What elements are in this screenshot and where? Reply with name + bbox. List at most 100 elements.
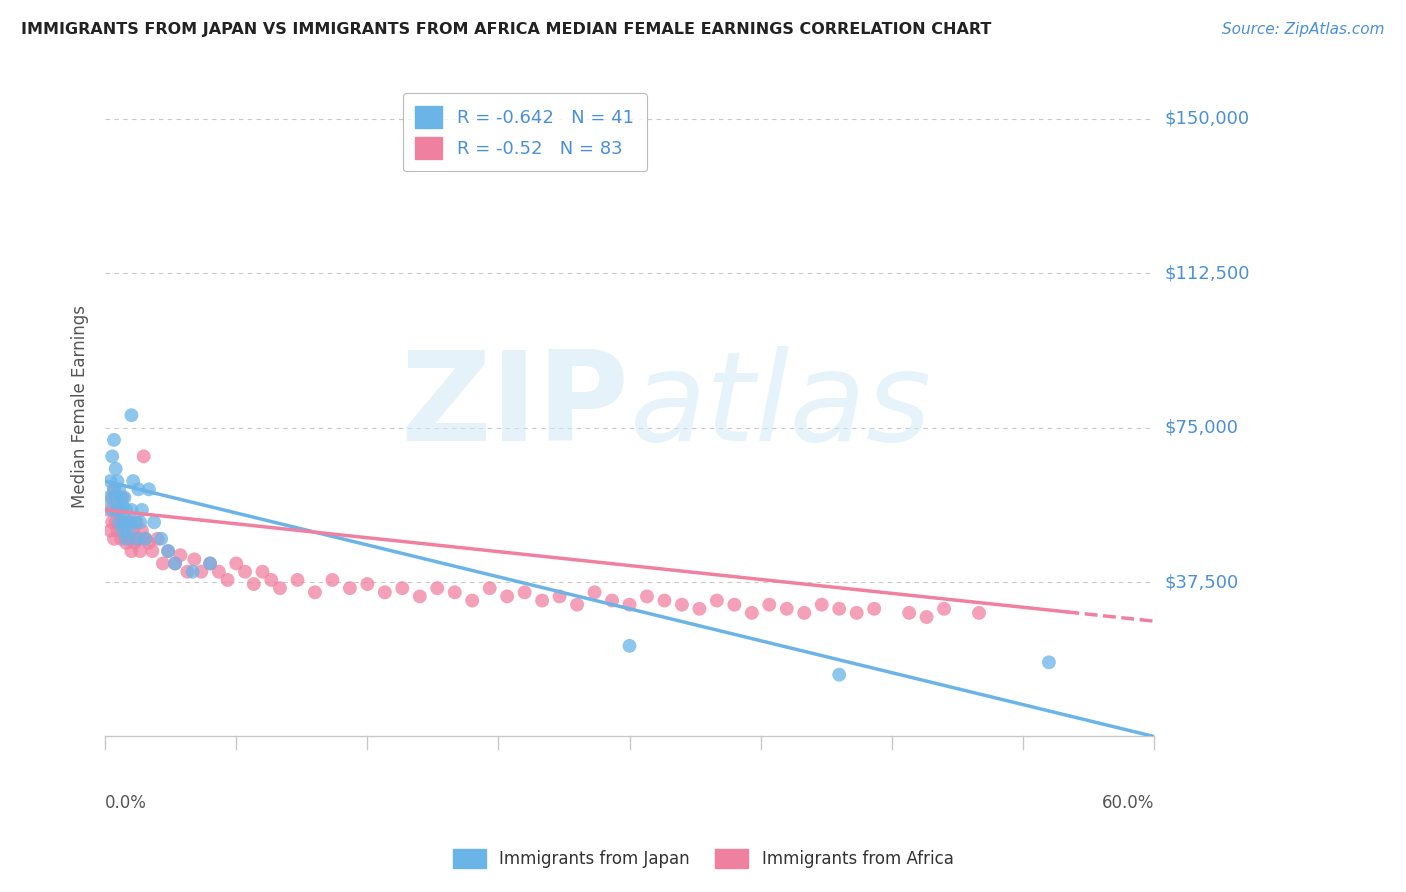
Point: [120, 503, 142, 517]
Text: $112,500: $112,500: [1166, 264, 1250, 282]
Point: [706, 593, 728, 607]
Point: [845, 606, 868, 620]
Point: [97, 503, 120, 517]
Point: [391, 581, 413, 595]
Point: [723, 598, 745, 612]
Point: [104, 491, 127, 505]
Point: [810, 598, 832, 612]
Point: [129, 544, 152, 558]
Point: [198, 557, 221, 571]
Point: [793, 606, 815, 620]
Point: [217, 573, 239, 587]
Point: [101, 491, 124, 505]
Point: [169, 548, 191, 562]
Legend: Immigrants from Japan, Immigrants from Africa: Immigrants from Japan, Immigrants from A…: [446, 843, 960, 875]
Point: [636, 590, 658, 604]
Point: [131, 503, 153, 517]
Point: [157, 544, 180, 558]
Point: [100, 474, 122, 488]
Point: [304, 585, 326, 599]
Legend: R = -0.642   N = 41, R = -0.52   N = 83: R = -0.642 N = 41, R = -0.52 N = 83: [402, 93, 647, 171]
Point: [103, 532, 125, 546]
Point: [233, 565, 256, 579]
Point: [531, 593, 554, 607]
Point: [103, 483, 125, 497]
Point: [101, 516, 124, 530]
Point: [496, 590, 519, 604]
Point: [157, 544, 180, 558]
Point: [152, 557, 174, 571]
Point: [426, 581, 449, 595]
Point: [260, 573, 283, 587]
Point: [915, 610, 938, 624]
Point: [103, 433, 125, 447]
Point: [513, 585, 536, 599]
Point: [671, 598, 693, 612]
Point: [117, 516, 139, 530]
Point: [141, 544, 163, 558]
Text: 60.0%: 60.0%: [1101, 794, 1154, 812]
Point: [118, 516, 141, 530]
Point: [374, 585, 396, 599]
Text: IMMIGRANTS FROM JAPAN VS IMMIGRANTS FROM AFRICA MEDIAN FEMALE EARNINGS CORRELATI: IMMIGRANTS FROM JAPAN VS IMMIGRANTS FROM…: [21, 22, 991, 37]
Point: [120, 408, 142, 422]
Point: [208, 565, 231, 579]
Point: [165, 557, 187, 571]
Point: [125, 532, 148, 546]
Point: [146, 532, 169, 546]
Point: [110, 532, 132, 546]
Point: [101, 450, 124, 464]
Point: [478, 581, 501, 595]
Point: [409, 590, 432, 604]
Point: [967, 606, 990, 620]
Point: [111, 524, 134, 538]
Point: [111, 516, 134, 530]
Point: [134, 532, 156, 546]
Point: [269, 581, 291, 595]
Text: ZIP: ZIP: [401, 346, 630, 467]
Point: [198, 557, 221, 571]
Point: [932, 601, 955, 615]
Point: [104, 516, 127, 530]
Point: [741, 606, 763, 620]
Point: [124, 536, 146, 550]
Point: [107, 524, 129, 538]
Point: [863, 601, 886, 615]
Point: [1038, 656, 1060, 670]
Point: [104, 503, 127, 517]
Text: $37,500: $37,500: [1166, 573, 1239, 591]
Text: $150,000: $150,000: [1166, 110, 1250, 128]
Point: [225, 557, 247, 571]
Text: 0.0%: 0.0%: [105, 794, 148, 812]
Point: [461, 593, 484, 607]
Point: [111, 491, 134, 505]
Point: [107, 474, 129, 488]
Point: [115, 536, 138, 550]
Point: [108, 503, 131, 517]
Point: [103, 483, 125, 497]
Point: [108, 516, 131, 530]
Point: [125, 516, 148, 530]
Point: [143, 516, 166, 530]
Point: [101, 503, 124, 517]
Point: [129, 516, 152, 530]
Point: [104, 461, 127, 475]
Point: [619, 598, 641, 612]
Point: [150, 532, 173, 546]
Point: [111, 499, 134, 513]
Point: [138, 536, 160, 550]
Point: [114, 516, 136, 530]
Point: [565, 598, 588, 612]
Point: [120, 544, 142, 558]
Point: [132, 450, 155, 464]
Point: [134, 532, 156, 546]
Point: [122, 524, 145, 538]
Point: [110, 491, 132, 505]
Point: [828, 601, 851, 615]
Text: $75,000: $75,000: [1166, 418, 1239, 436]
Point: [138, 483, 160, 497]
Point: [124, 516, 146, 530]
Point: [688, 601, 710, 615]
Point: [898, 606, 921, 620]
Point: [131, 524, 153, 538]
